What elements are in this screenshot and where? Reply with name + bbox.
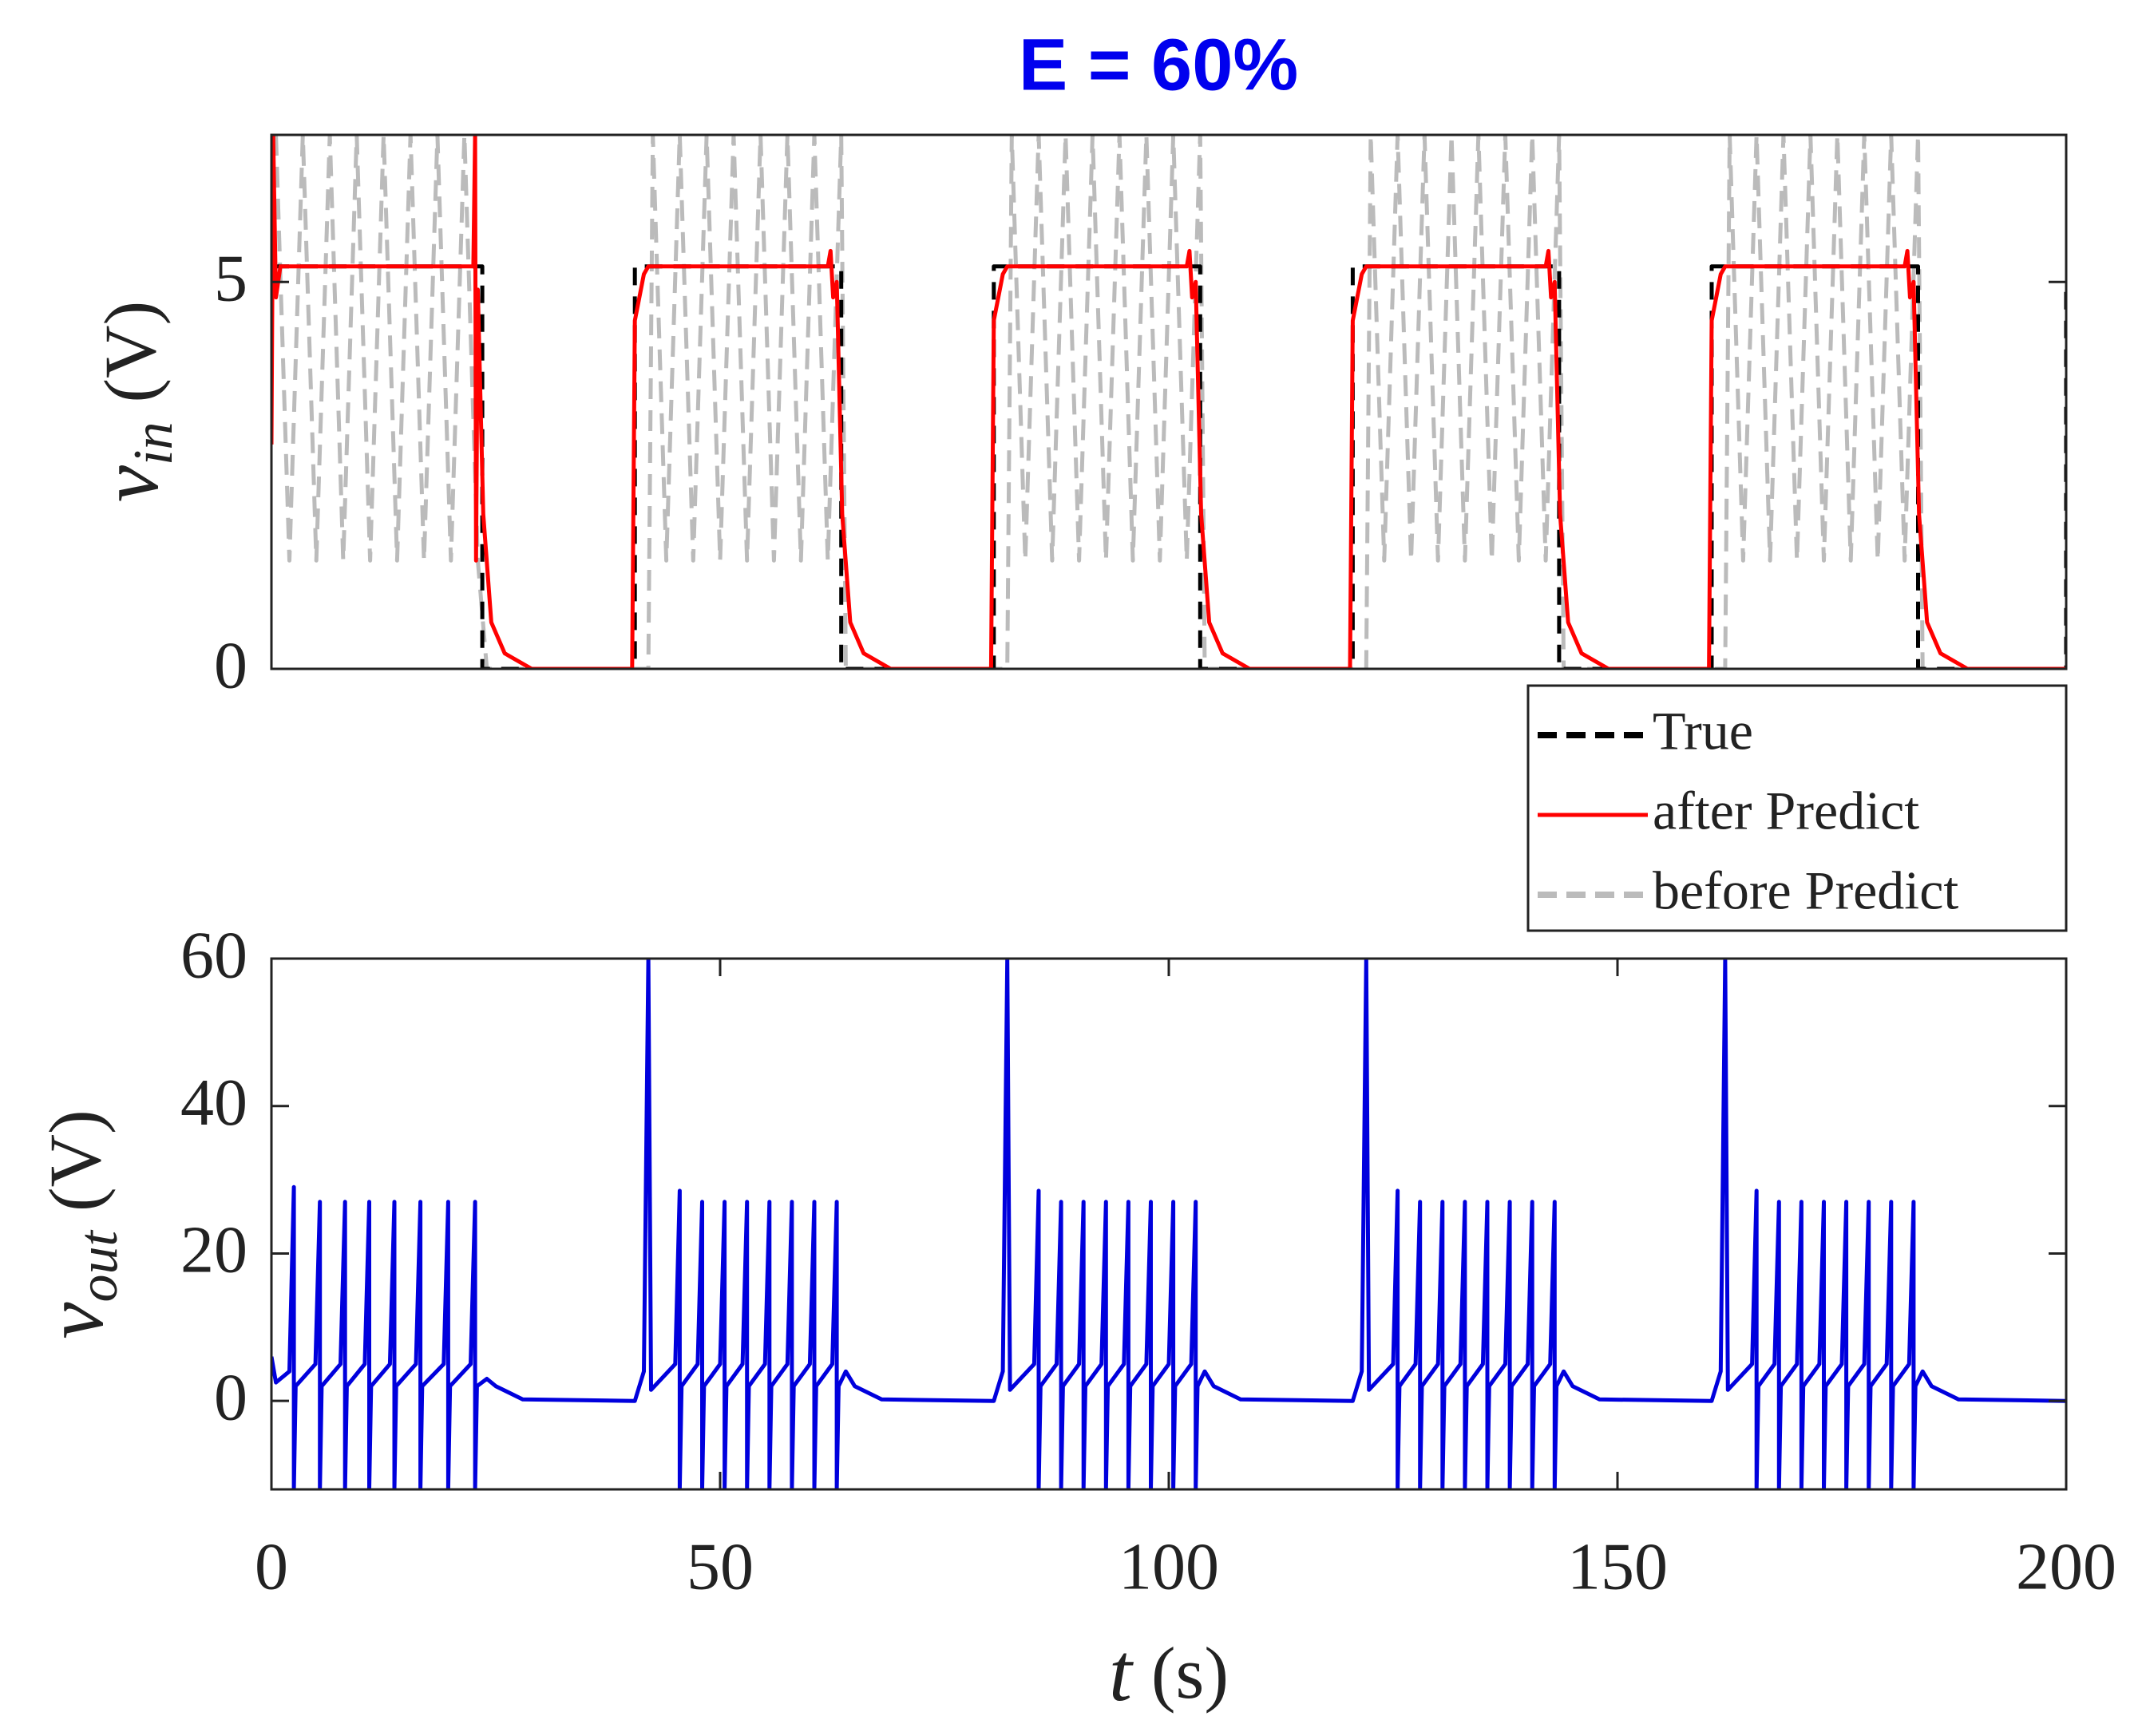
x-tick-label: 0 <box>255 1529 288 1604</box>
y-label-unit: (V) <box>34 1109 116 1212</box>
y-tick-label: 5 <box>214 241 247 315</box>
chart-title: E = 60% <box>1019 24 1298 105</box>
y-label-symbol: v <box>29 1302 121 1339</box>
y-label-symbol: v <box>84 465 176 502</box>
y-tick-label: 60 <box>180 918 247 992</box>
data-line <box>271 135 2066 669</box>
x-tick-label: 50 <box>687 1529 754 1604</box>
y-tick-label: 20 <box>180 1213 247 1287</box>
axes-box <box>270 957 2068 1491</box>
x-tick-label: 100 <box>1119 1529 1219 1604</box>
y-tick-label: 0 <box>214 628 247 702</box>
x-label-symbol: t <box>1109 1627 1134 1718</box>
legend-box <box>1526 684 2068 932</box>
data-line <box>271 959 2066 1489</box>
y-axis-label: vin (V) <box>84 301 184 502</box>
y-label-subscript: out <box>68 1230 129 1303</box>
data-line <box>274 135 2066 669</box>
axes-box <box>270 133 2068 670</box>
y-axis-label: vout (V) <box>29 1109 129 1339</box>
legend-label: after Predict <box>1653 781 1919 841</box>
y-tick-label: 40 <box>180 1066 247 1140</box>
x-axis-label: t (s) <box>1109 1627 1229 1718</box>
y-tick-label: 0 <box>214 1360 247 1434</box>
y-label-subscript: in <box>123 422 184 465</box>
x-tick-label: 150 <box>1567 1529 1668 1604</box>
legend-label: True <box>1653 701 1753 761</box>
x-tick-label: 200 <box>2016 1529 2116 1604</box>
y-label-unit: (V) <box>89 301 171 403</box>
x-label-unit: (s) <box>1151 1632 1229 1714</box>
legend-label: before Predict <box>1653 860 1958 921</box>
